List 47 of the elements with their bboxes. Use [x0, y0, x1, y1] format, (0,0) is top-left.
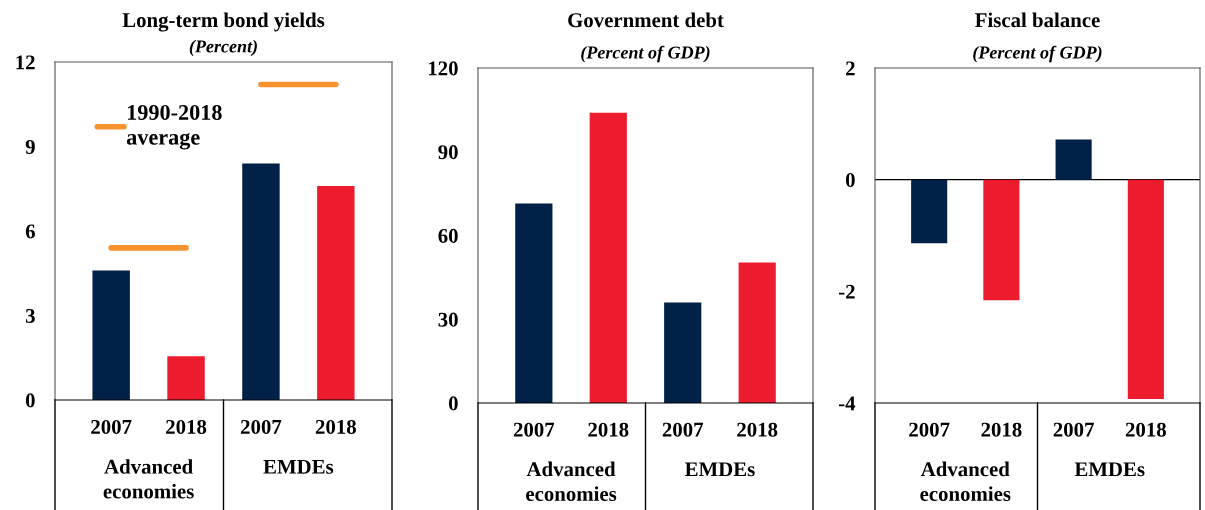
text: EMDEs	[1074, 462, 1145, 477]
y-tick-label: -4	[838, 396, 856, 411]
y-tick-label: 12	[16, 55, 35, 70]
x-tick-label: 2007	[91, 419, 132, 434]
text: EMDEs	[263, 459, 334, 474]
x-tick-label: 2007	[662, 422, 704, 437]
y-tick-label: 6	[25, 224, 35, 239]
legend-label: 1990-2018 average	[126, 104, 222, 150]
bar	[242, 163, 280, 400]
text: EMDEs	[684, 462, 755, 477]
bar	[515, 203, 553, 403]
bar	[664, 302, 702, 403]
x-tick-label: 2018	[588, 422, 629, 437]
x-tick-label: 2007	[513, 422, 555, 437]
bar	[738, 262, 776, 403]
y-tick-label: 90	[438, 145, 458, 160]
y-tick-label: -2	[838, 284, 855, 299]
x-tick-label: 2018	[981, 422, 1022, 437]
bar	[317, 185, 355, 400]
y-tick-label: 120	[428, 61, 458, 76]
x-tick-label: 2018	[315, 419, 356, 434]
x-tick-label: 2007	[909, 422, 950, 437]
chart-title: Long-term bond yields	[122, 12, 325, 32]
x-tick-label: 2007	[1053, 422, 1094, 437]
x-tick-label: 2018	[737, 422, 778, 437]
x-tick-label: 2007	[240, 419, 282, 434]
x-tick-label: 2018	[166, 419, 207, 434]
text: Advanced economies	[920, 461, 1011, 501]
bar	[92, 270, 130, 400]
chart-title: Fiscal balance	[975, 12, 1100, 28]
bar	[589, 112, 627, 403]
chart-subtitle: (Percent)	[189, 39, 257, 57]
chart-title: Government debt	[568, 12, 724, 28]
text: Advanced economies	[526, 461, 617, 501]
y-tick-label: 9	[25, 139, 35, 154]
y-tick-label: 60	[438, 228, 458, 243]
y-tick-label: 0	[845, 173, 855, 188]
y-tick-label: 0	[448, 396, 458, 411]
chart-subtitle: (Percent of GDP)	[973, 45, 1102, 63]
y-tick-label: 30	[438, 312, 458, 327]
text: Advanced economies	[103, 459, 194, 499]
y-tick-label: 0	[25, 393, 35, 408]
chart-subtitle: (Percent of GDP)	[581, 45, 710, 63]
x-tick-label: 2018	[1125, 422, 1166, 437]
y-tick-label: 2	[846, 61, 855, 76]
y-tick-label: 3	[25, 308, 35, 323]
bar	[167, 356, 205, 400]
